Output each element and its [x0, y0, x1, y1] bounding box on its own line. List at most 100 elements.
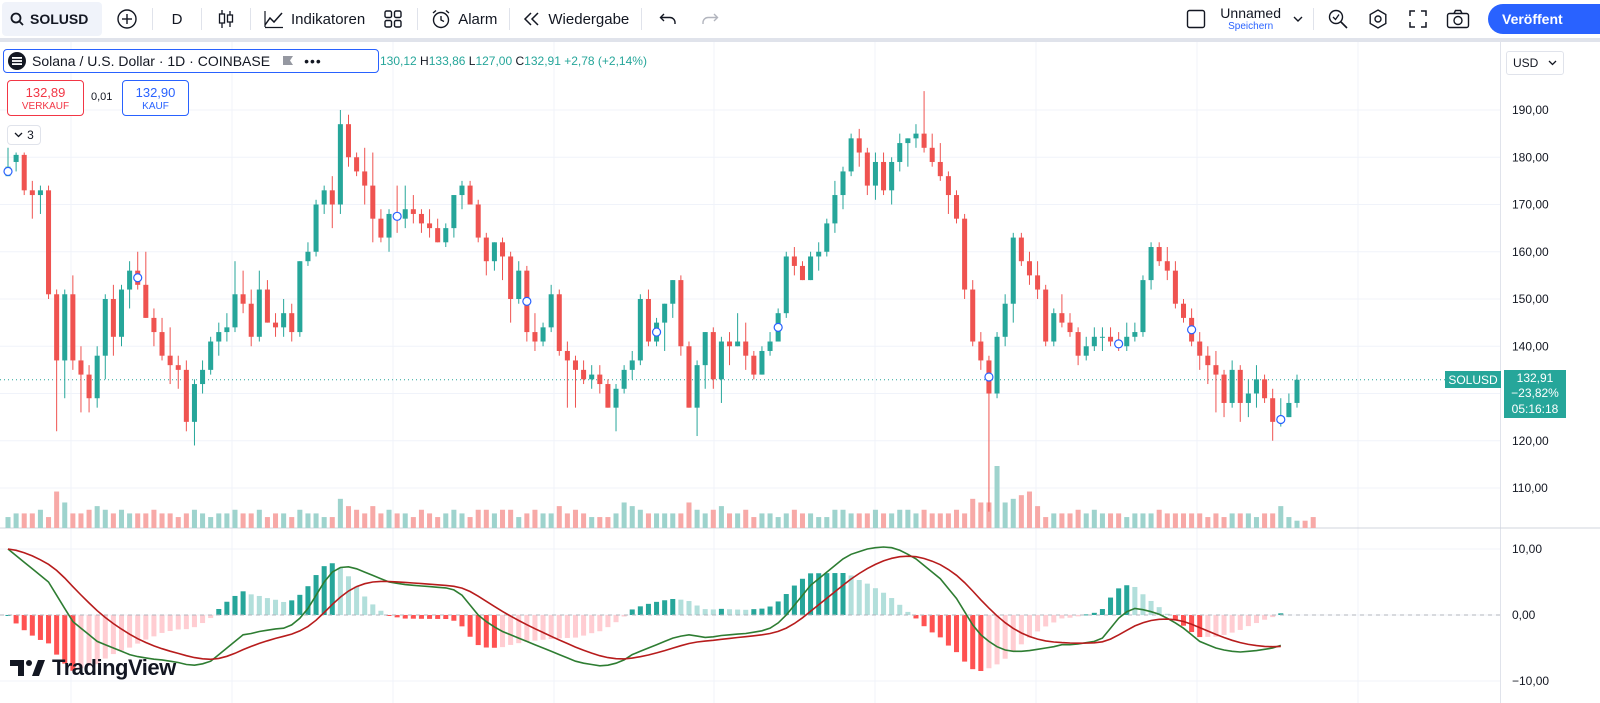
candle-body	[386, 213, 392, 238]
candle-body	[321, 190, 327, 205]
solana-logo-icon	[8, 52, 26, 70]
macd-histogram-bar	[329, 563, 335, 615]
macd-histogram-bar	[727, 609, 733, 615]
chart-type-button[interactable]	[206, 2, 246, 36]
macd-histogram-bar	[767, 606, 773, 615]
bar-countdown: 05:16:18	[1511, 401, 1559, 416]
settings-button[interactable]	[1358, 2, 1398, 36]
candle-body	[264, 289, 270, 323]
macd-histogram-bar	[1091, 612, 1097, 615]
volume-bar	[994, 466, 1000, 528]
publish-button[interactable]: Veröffent	[1488, 4, 1600, 34]
volume-bar	[710, 509, 716, 528]
volume-bar	[1099, 513, 1105, 528]
volume-bar	[1270, 513, 1276, 528]
compare-button[interactable]	[106, 2, 148, 36]
candle-body	[929, 147, 935, 162]
alert-button[interactable]: Alarm	[422, 2, 505, 36]
macd-histogram-bar	[605, 615, 611, 628]
candle-body	[864, 152, 870, 186]
macd-histogram-bar	[532, 615, 538, 641]
fullscreen-icon	[1409, 10, 1427, 28]
macd-histogram-bar	[662, 600, 668, 615]
signal-line	[7, 548, 1281, 661]
candle-body	[994, 336, 1000, 394]
candle-body	[848, 138, 854, 172]
candle-body	[151, 317, 157, 333]
candle-body	[799, 265, 805, 281]
layout-name-button[interactable]: Unnamed Speichern	[1220, 6, 1281, 32]
macd-histogram-bar	[110, 615, 116, 655]
macd-histogram-bar	[735, 609, 741, 615]
candles-icon	[218, 10, 234, 28]
volume-bar	[1310, 517, 1316, 528]
buy-button[interactable]: 132,90 KAUF	[122, 80, 189, 116]
price-chart[interactable]: 110,00120,00130,00140,00150,00160,00170,…	[0, 42, 1600, 703]
macd-histogram-bar	[362, 596, 368, 615]
volume-bar	[1205, 517, 1211, 528]
macd-histogram-bar	[1213, 615, 1219, 637]
volume-bar	[1148, 513, 1154, 528]
volume-bar	[532, 509, 538, 528]
brand-name: TradingView	[52, 655, 176, 680]
candle-body	[694, 365, 700, 408]
candle-body	[516, 270, 522, 299]
volume-bar	[264, 517, 270, 528]
macd-histogram-bar	[1245, 615, 1251, 627]
volume-bar	[370, 506, 376, 528]
candle-body	[743, 341, 749, 356]
volume-bar	[248, 513, 254, 528]
macd-histogram-bar	[1035, 615, 1041, 632]
publish-label: Veröffent	[1502, 11, 1563, 27]
macd-histogram-bar	[1270, 615, 1276, 618]
volume-bar	[345, 506, 352, 528]
macd-histogram-bar	[1083, 614, 1089, 616]
volume-bar	[889, 513, 895, 528]
volume-bar	[856, 513, 862, 528]
layout-menu-button[interactable]	[1287, 2, 1309, 36]
symbol-search-button[interactable]: SOLUSD	[2, 2, 102, 36]
candle-body	[1172, 270, 1178, 304]
snapshot-button[interactable]	[1438, 2, 1478, 36]
search-icon	[10, 12, 24, 26]
replay-button[interactable]: Wiedergabe	[514, 2, 637, 36]
candle-body	[1140, 280, 1146, 333]
flag-icon[interactable]	[282, 55, 294, 67]
candle-body	[1270, 398, 1276, 422]
currency-selector[interactable]: USD	[1506, 51, 1564, 75]
quick-search-button[interactable]	[1318, 2, 1358, 36]
candle-body	[613, 388, 619, 408]
macd-histogram-bar	[1229, 615, 1235, 633]
symbol-legend[interactable]: Solana / U.S. Dollar · 1D · COINBASE •••	[3, 49, 379, 73]
tradingview-logo[interactable]: TradingView	[10, 655, 176, 681]
candle-body	[832, 195, 838, 224]
layout-toggle-button[interactable]	[1178, 2, 1214, 36]
macd-histogram-bar	[751, 609, 757, 615]
interval-button[interactable]: D	[157, 2, 197, 36]
templates-button[interactable]	[373, 2, 413, 36]
macd-histogram-bar	[524, 615, 530, 642]
indicator-collapse-button[interactable]: 3	[7, 125, 41, 145]
candle-body	[54, 294, 60, 361]
volume-bar	[970, 498, 976, 528]
volume-bar	[848, 513, 854, 528]
macd-histogram-bar	[1043, 615, 1049, 627]
volume-bar	[597, 517, 603, 528]
macd-histogram-bar	[208, 615, 214, 619]
macd-tick-label: 10,00	[1512, 542, 1542, 556]
macd-histogram-bar	[127, 615, 133, 648]
fullscreen-button[interactable]	[1398, 2, 1438, 36]
indicators-button[interactable]: Indikatoren	[255, 2, 373, 36]
macd-histogram-bar	[240, 591, 246, 615]
undo-button[interactable]	[646, 2, 690, 36]
volume-bar	[621, 502, 627, 528]
volume-bar	[1221, 517, 1227, 528]
macd-histogram-bar	[1172, 615, 1178, 620]
candle-body	[816, 251, 822, 257]
more-icon[interactable]: •••	[304, 53, 322, 69]
redo-button[interactable]	[690, 2, 730, 36]
macd-histogram-bar	[29, 615, 35, 636]
macd-histogram-bar	[718, 608, 724, 615]
candle-body	[1067, 322, 1073, 333]
sell-button[interactable]: 132,89 VERKAUF	[7, 80, 84, 116]
